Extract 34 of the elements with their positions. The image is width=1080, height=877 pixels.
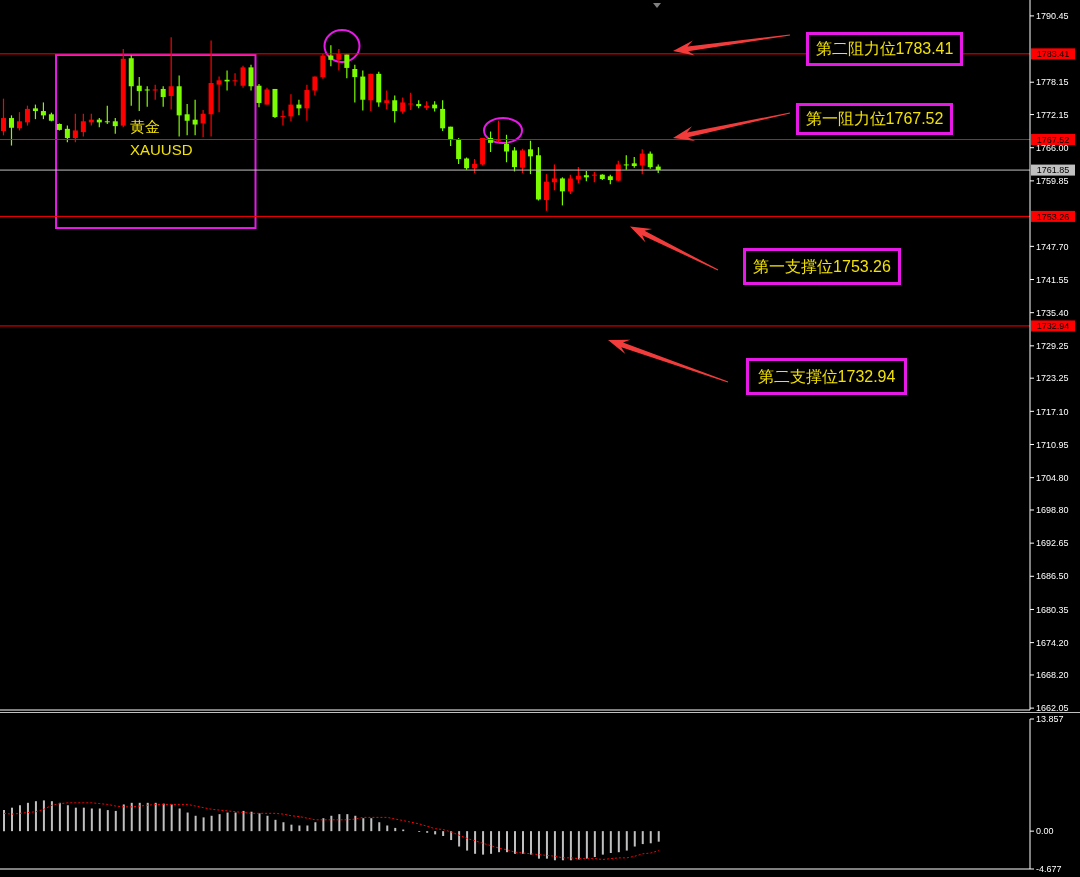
y-tick-label: -4.677 xyxy=(1036,864,1062,875)
ref-line-label: 1783.41 xyxy=(1036,49,1070,60)
ref-line-label: 1767.52 xyxy=(1036,134,1070,145)
y-tick-label: 1759.85 xyxy=(1036,176,1069,187)
y-tick-label: 1674.20 xyxy=(1036,637,1069,648)
y-tick-label: 0.00 xyxy=(1036,826,1054,837)
y-tick-label: 1790.45 xyxy=(1036,11,1069,22)
y-tick-label: 1766.00 xyxy=(1036,142,1069,153)
y-tick-label: 1686.50 xyxy=(1036,571,1069,582)
y-tick-label: 1729.25 xyxy=(1036,341,1069,352)
annotation: 黄金 xyxy=(130,118,160,136)
y-tick-label: 1772.15 xyxy=(1036,109,1069,120)
y-tick-label: 1741.55 xyxy=(1036,274,1069,285)
annotation: 第二支撑位1732.94 xyxy=(757,367,896,386)
y-tick-label: 1747.70 xyxy=(1036,241,1069,252)
y-tick-label: 1723.25 xyxy=(1036,373,1069,384)
y-tick-label: 1680.35 xyxy=(1036,604,1069,615)
annotation: 第一阻力位1767.52 xyxy=(805,110,944,128)
y-tick-label: 1668.20 xyxy=(1036,670,1069,681)
y-tick-label: 1692.65 xyxy=(1036,538,1069,549)
y-tick-label: 1717.10 xyxy=(1036,406,1069,417)
ref-line-label: 1753.26 xyxy=(1036,211,1070,222)
ref-line-label: 1732.94 xyxy=(1036,321,1070,332)
annotation: 第二阻力位1783.41 xyxy=(815,40,954,58)
y-tick-label: 13.857 xyxy=(1036,714,1064,725)
y-tick-label: 1662.05 xyxy=(1036,703,1069,714)
ref-line-label: 1761.85 xyxy=(1036,165,1070,176)
y-tick-label: 1778.15 xyxy=(1036,77,1069,88)
annotation: 第一支撑位1753.26 xyxy=(753,257,891,276)
y-tick-label: 1710.95 xyxy=(1036,439,1069,450)
y-tick-label: 1704.80 xyxy=(1036,472,1069,483)
y-tick-label: 1735.40 xyxy=(1036,307,1069,318)
annotation: XAUUSD xyxy=(130,141,193,159)
y-tick-label: 1698.80 xyxy=(1036,505,1069,516)
